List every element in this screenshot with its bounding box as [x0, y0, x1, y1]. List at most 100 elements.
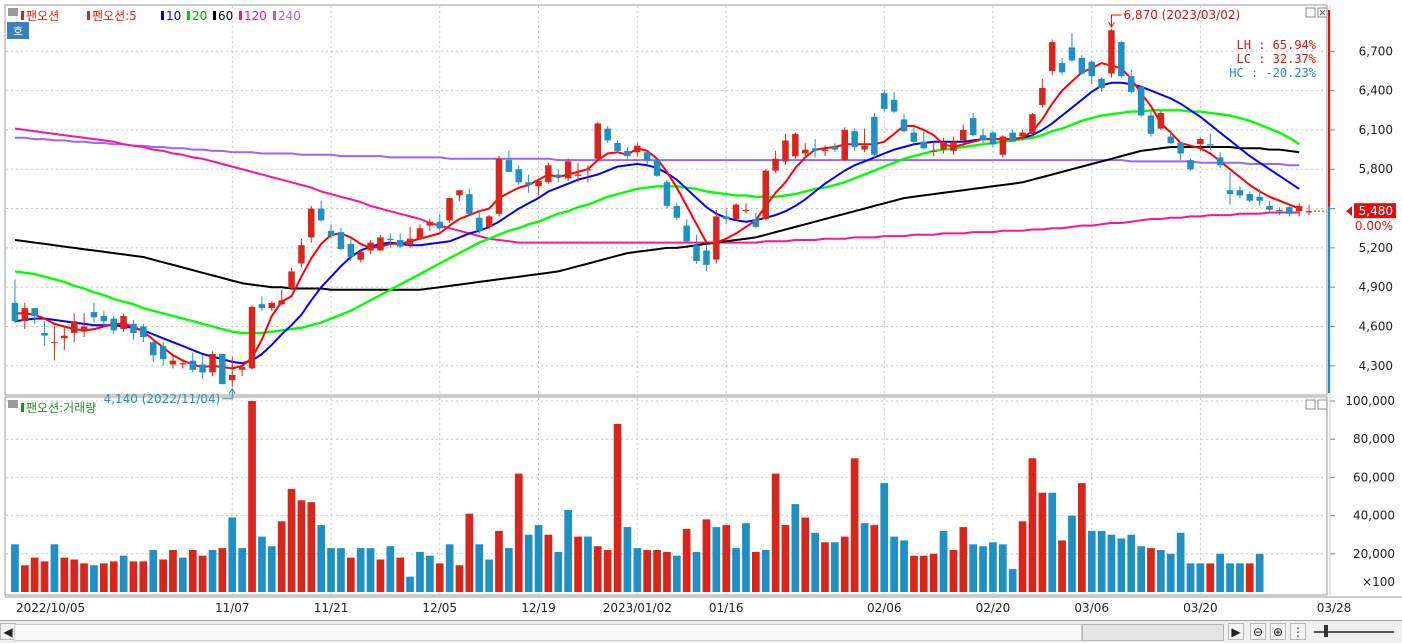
candle-body [802, 149, 809, 154]
scrollbar-thumb[interactable] [1082, 624, 1224, 641]
candle-body [51, 342, 58, 344]
candle-body [890, 99, 898, 112]
candle-body [594, 123, 601, 159]
volume-bar [1236, 563, 1244, 592]
volume-bar [900, 540, 908, 592]
zoom-in-icon[interactable]: ⊕ [1270, 623, 1286, 640]
volume-tick-label: 40,000 [1353, 509, 1395, 523]
candle-body [1256, 196, 1263, 201]
date-tick-label: 02/20 [976, 601, 1011, 615]
volume-bar [21, 565, 29, 592]
scroll-right-icon[interactable]: ▶ [1228, 623, 1244, 640]
current-price-marker [1346, 206, 1352, 217]
candle-body [1305, 211, 1313, 213]
candle-body [1118, 42, 1125, 77]
date-tick-label: 03/20 [1183, 601, 1218, 615]
candle-body [1098, 78, 1105, 88]
candle-body [1147, 115, 1155, 134]
volume-panel-controls[interactable] [1305, 399, 1328, 410]
volume-bar [1087, 530, 1096, 592]
volume-bar [80, 563, 88, 592]
volume-bar [435, 563, 444, 592]
candle-body [861, 145, 868, 150]
candle-body [397, 240, 404, 247]
volume-bar [870, 525, 879, 592]
lc-ratio: LC : 32.37% [1237, 52, 1317, 66]
volume-bar [445, 544, 454, 593]
volume-bar [1078, 483, 1086, 592]
volume-bar [356, 548, 365, 592]
volume-bar [1107, 534, 1116, 592]
scrollbar-track[interactable] [14, 624, 1082, 641]
volume-bar [673, 555, 681, 592]
volume-bar [1245, 563, 1254, 592]
candle-body [999, 136, 1007, 155]
price-tick-label: 6,700 [1359, 44, 1393, 58]
volume-bar [40, 561, 49, 592]
volume-bars [11, 401, 1264, 593]
volume-tick-label: 100,000 [1345, 394, 1395, 408]
volume-bar [347, 557, 355, 592]
candle-body [1157, 112, 1165, 129]
zoom-slider-handle[interactable] [1324, 625, 1328, 637]
date-tick-label: 11/07 [215, 601, 250, 615]
candle-body [416, 228, 424, 239]
zoom-out-icon[interactable]: ⊖ [1250, 623, 1266, 640]
volume-bar [208, 550, 217, 592]
volume-bar [801, 517, 810, 592]
zoom-slider[interactable] [1314, 631, 1394, 633]
volume-window-menu-icon[interactable] [8, 400, 18, 408]
price-panel-controls[interactable] [1305, 7, 1328, 18]
candle-body [169, 360, 177, 365]
candle-body [574, 174, 582, 176]
date-tick-label: 2023/01/02 [603, 601, 672, 615]
date-axis: 2022/10/05 11/07 11/21 12/05 12/19 2023/01/02… [5, 596, 1402, 615]
volume-bar [969, 544, 977, 593]
stock-chart-svg: 4,3004,6004,9005,2005,5005,8006,1006,400… [4, 4, 1402, 615]
volume-bar [1117, 538, 1126, 592]
volume-tick-label: 60,000 [1353, 470, 1395, 484]
candle-body [772, 158, 779, 171]
volume-bar [663, 551, 671, 592]
window-menu-icon[interactable] [8, 8, 18, 16]
candle-body [1216, 157, 1224, 166]
volume-bar [811, 532, 819, 592]
volume-bar [495, 530, 503, 592]
candle-body [367, 242, 374, 251]
candle-body [120, 316, 127, 330]
candle-body [1068, 47, 1076, 61]
toggle-panel-icon[interactable] [7, 22, 29, 39]
candle-body [634, 145, 641, 153]
candle-body [792, 133, 799, 157]
volume-bar [258, 536, 266, 592]
volume-bar [584, 536, 592, 592]
candle-body [31, 308, 38, 316]
bar-count-icon[interactable]: ⋮ [1290, 623, 1306, 640]
ma20-line [14, 109, 1300, 335]
candle-body [436, 221, 443, 229]
volume-bar [337, 548, 345, 592]
candle-body [159, 346, 167, 360]
volume-bar [1097, 530, 1106, 592]
volume-bar [1058, 540, 1066, 592]
horizontal-scrollbar[interactable]: ◀ ▶ ⊖ ⊕ ⋮ [0, 620, 1402, 643]
volume-bar [653, 550, 661, 592]
candle-body [515, 169, 522, 183]
volume-bar [455, 565, 464, 592]
candle-body [782, 140, 789, 162]
candle-body [219, 354, 226, 385]
volume-bar [623, 527, 632, 592]
candle-body [614, 143, 621, 151]
volume-bar [50, 544, 59, 593]
candle-body [1276, 209, 1283, 212]
candle-body [1029, 114, 1036, 134]
candle-body [673, 205, 681, 218]
candle-body [456, 190, 463, 196]
volume-bar [939, 530, 948, 592]
volume-bar [564, 509, 572, 592]
volume-bar [228, 517, 237, 592]
high-annotation: 6,870 (2023/03/02) [1108, 8, 1240, 29]
candle-body [940, 143, 947, 150]
volume-bar [919, 555, 928, 592]
candle-body [841, 129, 848, 160]
